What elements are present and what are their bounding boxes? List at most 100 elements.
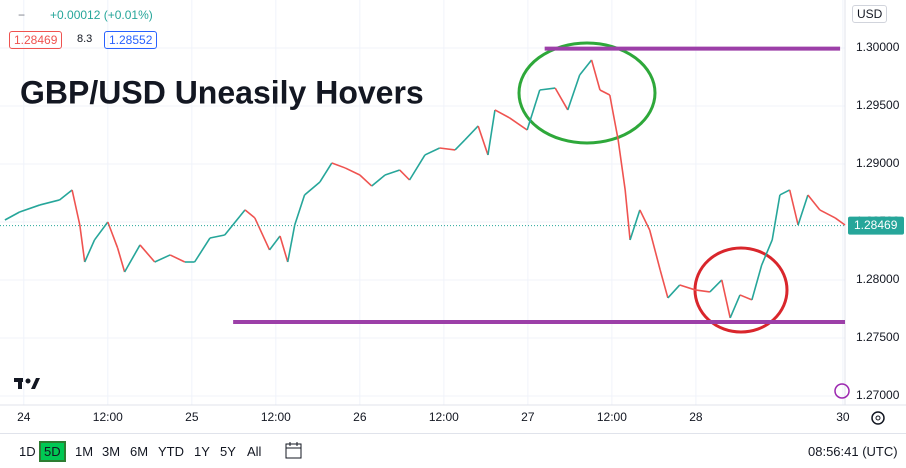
price-segment [83,239,96,263]
x-tick-label: 30 [836,410,850,424]
price-segment [487,109,496,156]
price-segment [567,74,581,111]
price-segment [293,194,306,226]
y-tick-label: 1.28000 [856,272,900,286]
price-segment [116,247,126,273]
price-segment [477,125,489,156]
price-segment [107,221,119,249]
alert-icon[interactable] [834,383,850,399]
x-tick-label: 12:00 [261,410,291,424]
price-segment [279,235,289,263]
price-segment [454,139,466,151]
range-button[interactable]: All [247,444,262,459]
last-price-label: 1.28469 [854,218,898,232]
price-segment [93,221,109,241]
price-segment [39,199,60,206]
chart: GBP/USD Uneasily Hovers 1.27000 1.27500 1.… [0,0,906,425]
price-segment [751,264,763,301]
price-segment [729,294,741,319]
price-segment [617,139,626,191]
price-segment [359,174,373,187]
y-tick-label: 1.30000 [856,40,900,54]
range-button[interactable]: 1M [75,444,94,459]
price-segment [384,169,401,176]
x-tick-label: 25 [185,410,199,424]
price-segment [667,284,681,299]
x-tick-label: 26 [353,410,367,424]
price-segment [464,125,479,141]
price-segment [408,154,426,181]
range-button[interactable]: 1D [19,444,36,459]
price-segment [709,279,723,293]
price-segment [599,89,611,96]
price-segment [71,189,81,226]
price-segment [797,194,809,226]
highlight-ellipse [693,246,789,334]
price-segment [819,209,836,219]
y-tick-label: 1.27500 [856,330,900,344]
price-segment [193,237,211,263]
range-button[interactable]: 5D [39,441,66,462]
price-segment [123,244,141,273]
price-segment [554,87,569,111]
range-button[interactable]: 1Y [194,444,210,459]
price-segment [224,209,246,236]
y-tick-label: 1.29500 [856,98,900,112]
price-segment [424,147,440,156]
price-segment [59,189,73,201]
range-button[interactable]: YTD [158,444,184,459]
x-tick-label: 27 [521,410,535,424]
price-segment [268,235,281,251]
price-segment [79,224,86,263]
price-segment [834,217,846,226]
ask[interactable]: 1.28552 [104,31,158,49]
currency[interactable]: USD [852,5,888,23]
x-tick-label: 28 [689,410,703,424]
price-segment [639,209,651,231]
price-segment [331,162,346,169]
price-segment [629,209,641,241]
price-segment [788,189,799,226]
spread: 8.3 [77,33,93,45]
price-segment [679,284,696,291]
price-segment [344,167,361,176]
x-tick-label: 12:00 [597,410,627,424]
price-segment [209,234,225,239]
bid[interactable]: 1.28469 [9,31,63,49]
y-tick-label: 1.29000 [856,156,900,170]
range-button[interactable]: 3M [102,444,121,459]
range-button[interactable]: 5Y [220,444,236,459]
price-segment [695,289,710,293]
x-tick-label: 12:00 [429,410,459,424]
settings-icon[interactable] [871,411,885,425]
price-segment [771,194,781,241]
y-tick-label: 1.27000 [856,388,900,402]
price-segment [648,229,661,271]
toolbar: 08:56:41 (UTC) 1D 5D 1M 3M 6M YTD 1Y 5Y All [0,433,906,468]
price-segment [590,59,601,91]
last-price-tag [848,216,904,235]
price-segment [807,194,821,211]
price-segment [779,189,791,196]
compare-icon[interactable] [284,441,304,461]
price-segment [244,209,256,219]
price-segment [608,94,619,141]
price-segment [579,59,593,76]
settings-icon-core [875,415,881,421]
price-segment [19,204,41,213]
price-segment [721,279,731,319]
price-segment [509,117,528,131]
price-segment [624,189,631,241]
x-tick-label: 12:00 [93,410,123,424]
x-tick-label: 24 [17,410,31,424]
chart-title: GBP/USD Uneasily Hovers [20,74,424,110]
price-segment [4,211,20,221]
collapse[interactable]: − [18,8,26,22]
price-segment [254,217,271,251]
price-segment [139,244,156,263]
price-segment [304,181,321,196]
clock: 08:56:41 (UTC) [808,444,898,459]
range-button[interactable]: 6M [130,444,149,459]
price-segment [494,109,511,119]
